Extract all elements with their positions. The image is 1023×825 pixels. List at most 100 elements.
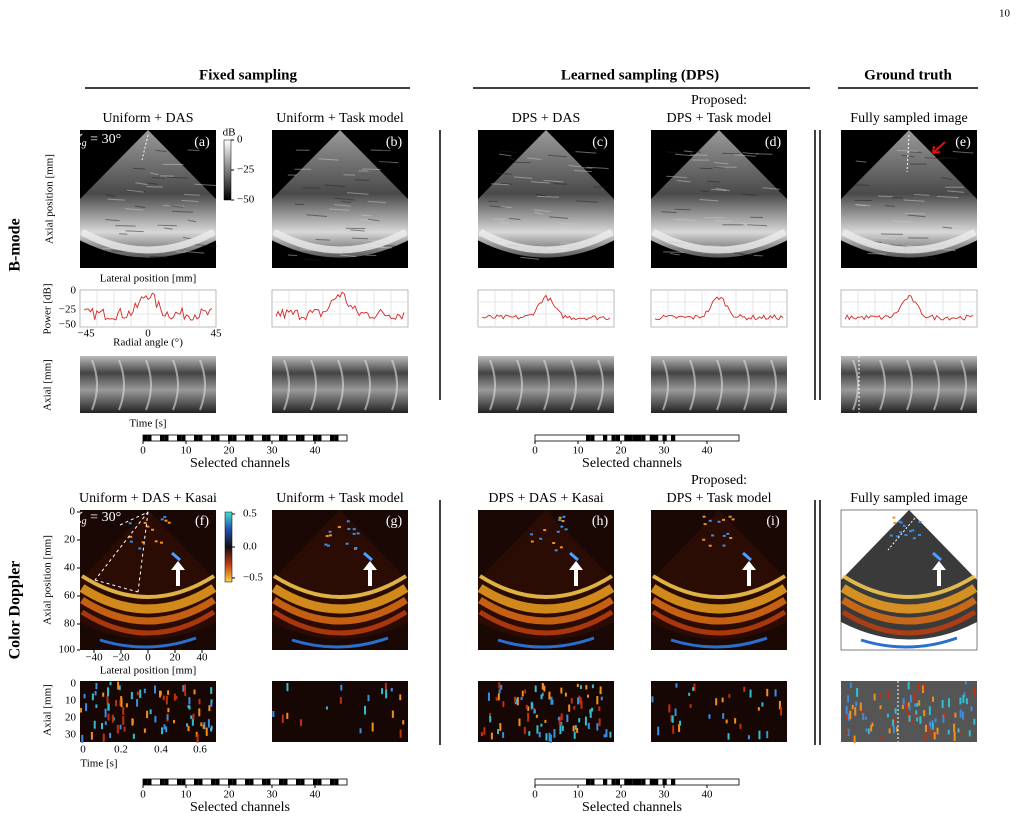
speckle [170, 205, 184, 208]
zeta-label: ζg = 30° [76, 132, 121, 149]
flow-speckle [516, 697, 519, 706]
flow-speckle [899, 531, 903, 534]
speckle [568, 165, 581, 168]
flow-speckle [548, 732, 551, 742]
flow-speckle [83, 693, 86, 699]
speckle [500, 182, 512, 185]
flow-speckle [918, 534, 922, 537]
flow-speckle [959, 731, 962, 735]
flow-speckle [928, 706, 931, 716]
flow-speckle [495, 697, 498, 701]
speckle [187, 219, 197, 223]
mmode-motion [689, 359, 696, 411]
x-axis-label: Time [s] [129, 418, 166, 430]
flow-speckle [187, 725, 190, 732]
flow-speckle [596, 723, 599, 731]
flow-speckle [879, 705, 882, 710]
speckle [490, 183, 510, 186]
x-tick-label: 0.4 [154, 744, 168, 756]
speckle [300, 248, 312, 252]
speckle [107, 198, 125, 201]
flow-speckle [847, 728, 850, 736]
flow-speckle [870, 724, 873, 732]
mmode-motion [906, 359, 913, 411]
speckle [346, 192, 369, 195]
flow-speckle [576, 727, 579, 733]
flow-speckle [761, 702, 764, 707]
flow-speckle [591, 684, 594, 689]
flow-speckle [722, 518, 726, 521]
flow-speckle [356, 532, 360, 535]
flow-speckle [130, 691, 133, 700]
mmode-motion [172, 359, 179, 411]
flow-speckle [138, 547, 142, 550]
channel-tick-label: 40 [702, 789, 714, 801]
flow-speckle [578, 695, 581, 704]
selected-channel [249, 779, 254, 785]
speckle [747, 224, 768, 227]
flow-speckle [556, 530, 560, 533]
flow-speckle [917, 682, 920, 691]
channel-tick-label: 0 [532, 445, 538, 457]
y-tick-label: 20 [65, 712, 77, 724]
flow-speckle [845, 705, 848, 715]
mmode-motion [283, 359, 290, 411]
flow-speckle [551, 699, 554, 705]
colorbar-unit: dB [223, 127, 236, 139]
flow-speckle [564, 528, 568, 531]
speckle [354, 179, 369, 182]
mmode-motion [960, 359, 967, 411]
flow-speckle [573, 731, 576, 739]
flow-speckle [543, 685, 546, 692]
selected-channel [143, 779, 148, 785]
y-tick-label: 0 [71, 678, 77, 690]
selected-channel [654, 779, 659, 785]
flow-speckle [502, 732, 505, 738]
channel-tick-label: 20 [616, 789, 628, 801]
flow-speckle [165, 695, 168, 705]
flow-speckle [115, 700, 118, 707]
flow-speckle [847, 713, 850, 721]
channel-tick-label: 0 [140, 789, 146, 801]
selected-channel [641, 779, 646, 785]
flow-speckle [864, 716, 867, 720]
speckle [553, 183, 568, 185]
flow-speckle [544, 719, 547, 723]
flow-speckle [728, 694, 731, 698]
flow-speckle [688, 692, 691, 696]
flow-band [841, 597, 977, 625]
flow-speckle [107, 703, 110, 711]
selected-channel [590, 779, 595, 785]
panel-title: DPS + Task model [666, 111, 771, 126]
flow-speckle [205, 727, 208, 736]
group-header: Fixed sampling [199, 67, 297, 83]
selected-channel [266, 435, 271, 441]
flow-band [478, 597, 614, 625]
speckle [940, 156, 958, 160]
flow-speckle [487, 692, 490, 701]
speckle [661, 211, 677, 214]
flow-speckle [167, 521, 171, 524]
speckle [913, 193, 930, 196]
flow-speckle [587, 722, 590, 730]
x-axis-label: Radial angle (°) [113, 337, 183, 349]
channel-tick-label: 30 [267, 789, 279, 801]
panel-title-prefix: Proposed: [691, 93, 747, 108]
flow-speckle [538, 732, 541, 738]
flow-speckle [188, 705, 191, 710]
flow-speckle [489, 716, 492, 723]
flow-speckle [916, 717, 919, 722]
selected-channel [300, 779, 305, 785]
flow-speckle [352, 532, 356, 535]
flow-speckle [846, 730, 849, 735]
panel-title: Uniform + Task model [276, 491, 404, 506]
flow-band [272, 597, 408, 625]
flow-speckle [905, 702, 908, 710]
selected-channel [296, 779, 301, 785]
flow-speckle [721, 697, 724, 703]
flow-speckle [922, 685, 925, 694]
flow-speckle [520, 696, 523, 701]
flow-speckle [81, 734, 84, 743]
flow-speckle [897, 520, 901, 523]
flow-speckle [849, 710, 852, 720]
